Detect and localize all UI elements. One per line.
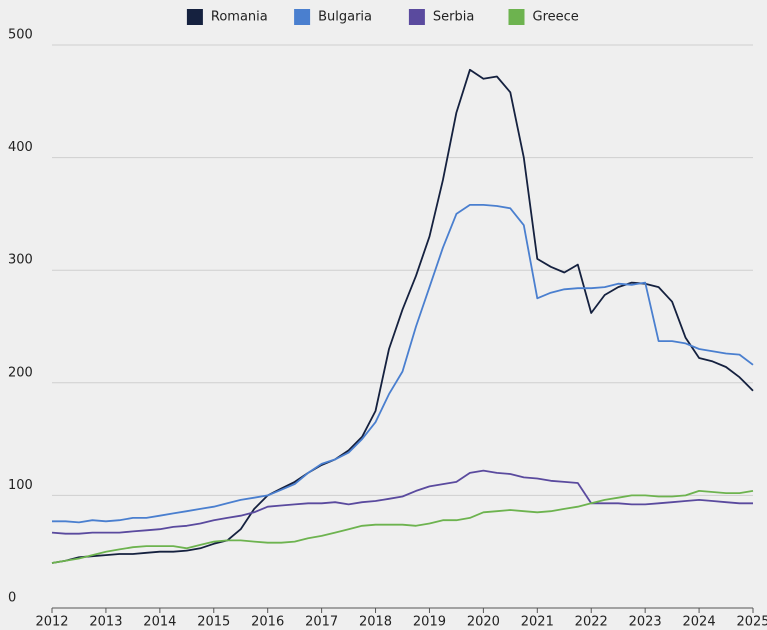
x-tick-label: 2016 xyxy=(251,615,284,630)
legend-swatch xyxy=(186,9,203,25)
legend-swatch xyxy=(294,9,311,25)
legend-swatch xyxy=(408,9,425,25)
x-tick-label: 2025 xyxy=(736,615,767,630)
x-tick-label: 2014 xyxy=(143,615,176,630)
y-tick-label: 400 xyxy=(8,140,33,155)
x-tick-label: 2023 xyxy=(629,615,662,630)
series-line xyxy=(52,204,754,524)
y-tick-label: 200 xyxy=(8,365,33,380)
x-tick-label: 2022 xyxy=(575,615,608,630)
y-tick-label: 500 xyxy=(8,28,33,43)
legend-swatch xyxy=(508,9,525,25)
y-tick-label: 100 xyxy=(8,478,33,493)
legend-label: Serbia xyxy=(433,10,474,25)
y-tick-label: 300 xyxy=(8,253,33,268)
x-tick-label: 2021 xyxy=(521,615,554,630)
legend-label: Greece xyxy=(533,10,579,25)
y-tick-label: 0 xyxy=(8,591,16,606)
x-tick-label: 2012 xyxy=(35,615,68,630)
series-line xyxy=(51,490,754,564)
legend-label: Romania xyxy=(211,10,268,25)
x-tick-label: 2013 xyxy=(89,615,122,630)
x-tick-label: 2015 xyxy=(197,615,230,630)
legend: Romania Bulgaria Serbia Greece xyxy=(186,9,579,25)
x-tick-label: 2020 xyxy=(467,615,500,630)
x-tick-label: 2024 xyxy=(683,615,716,630)
legend-label: Bulgaria xyxy=(318,10,372,25)
x-tick-label: 2017 xyxy=(305,615,338,630)
series-line xyxy=(51,68,754,564)
series-line xyxy=(51,469,753,535)
x-tick-label: 2019 xyxy=(413,615,446,630)
x-tick-label: 2018 xyxy=(359,615,392,630)
